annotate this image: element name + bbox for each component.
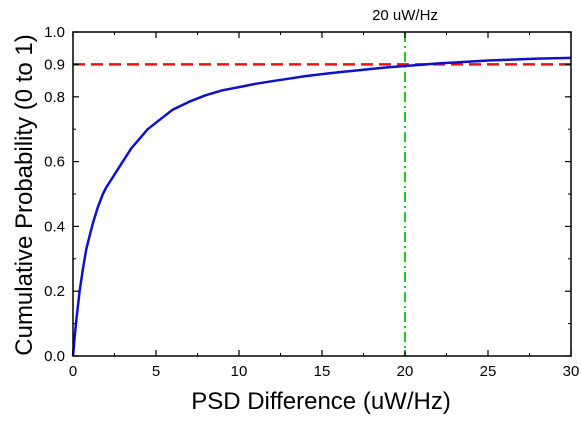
x-tick-label: 30 (563, 363, 580, 380)
x-tick-label: 0 (69, 363, 77, 380)
data-series (71, 56, 572, 357)
y-tick-label: 0.8 (44, 89, 65, 106)
axes-frame (72, 31, 572, 357)
y-tick-label: 1.0 (44, 24, 65, 41)
axis-ticks: 0 5 10 15 20 25 30 0.0 0.2 0.4 0.6 0.8 0.9 1.0 (44, 24, 579, 380)
y-tick-label: 0.4 (44, 218, 65, 235)
x-tick-label: 20 (397, 363, 414, 380)
y-tick-label: 0.0 (44, 348, 65, 365)
annotations: 20 uW/Hz (372, 7, 438, 24)
y-tick-label: 0.6 (44, 154, 65, 171)
reference-lines (73, 32, 571, 356)
plot-frame (72, 31, 572, 357)
y-tick-label: 0.9 (44, 56, 65, 73)
reference-line-label: 20 uW/Hz (372, 7, 438, 24)
x-tick-label: 5 (152, 363, 160, 380)
x-tick-label: 25 (480, 363, 497, 380)
y-tick-label: 0.2 (44, 283, 65, 300)
cdf-line (71, 56, 572, 357)
x-tick-label: 10 (231, 363, 248, 380)
x-axis-label: PSD Difference (uW/Hz) (191, 388, 451, 415)
x-tick-label: 15 (314, 363, 331, 380)
y-axis-label: Cumulative Probability (0 to 1) (11, 34, 38, 355)
